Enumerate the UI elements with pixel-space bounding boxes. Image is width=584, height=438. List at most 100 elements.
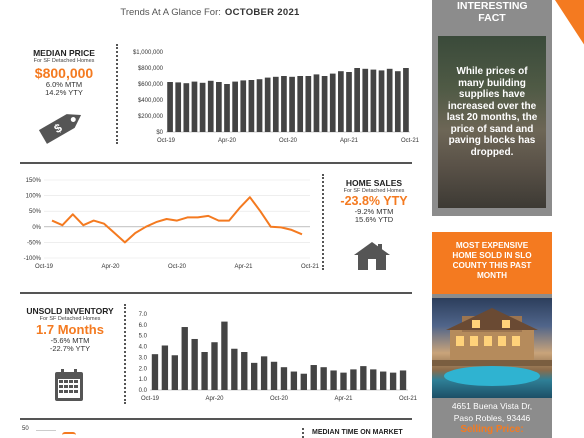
median-price-bar	[199, 82, 206, 132]
home-sales-y-tick-label: 0%	[32, 225, 41, 231]
median-time-title: MEDIAN TIME ON MARKET	[312, 429, 403, 436]
selling-price-label: Selling Price:	[460, 424, 524, 435]
unsold-inventory-bar	[181, 327, 188, 390]
interesting-fact-box: While prices of many building supplies h…	[432, 28, 552, 216]
unsold-inventory-x-tick-label: Apr-21	[334, 396, 353, 402]
price-tag-icon: $	[38, 114, 82, 144]
unsold-inventory-bar	[270, 361, 278, 390]
calendar-icon	[55, 369, 83, 401]
median-price-bar	[297, 76, 304, 132]
median-time-gridline	[36, 430, 56, 431]
unsold-inventory-value: 1.7 Months	[36, 322, 104, 337]
most-expensive-title-text: MOST EXPENSIVE HOME SOLD IN SLO COUNTY T…	[452, 241, 532, 280]
home-sales-y-tick-label: -100%	[24, 256, 42, 262]
unsold-inventory-bar	[300, 373, 307, 390]
unsold-inventory-bar	[320, 367, 327, 390]
median-price-bar	[354, 68, 360, 132]
home-sales-subtitle: For SF Detached Homes	[343, 188, 405, 194]
median-price-y-tick-label: $1,000,000	[133, 50, 164, 56]
unsold-inventory-x-tick-label: Oct-19	[141, 396, 160, 402]
median-price-x-tick-label: Oct-21	[401, 138, 420, 144]
median-price-bar	[175, 82, 182, 132]
median-price-subtitle: For SF Detached Homes	[33, 58, 95, 64]
fact-photo: While prices of many building supplies h…	[438, 36, 546, 208]
median-price-bar	[370, 69, 377, 132]
median-time-line-fragment	[62, 432, 76, 435]
median-price-y-tick-label: $800,000	[138, 66, 164, 72]
home-sales-x-tick-label: Apr-20	[101, 264, 120, 270]
median-price-x-tick-label: Oct-19	[157, 138, 176, 144]
median-price-divider	[116, 44, 118, 144]
unsold-inventory-yty: -22.7% YTY	[49, 344, 91, 353]
unsold-inventory-divider	[124, 304, 126, 404]
unsold-inventory-y-tick-label: 6.0	[139, 323, 148, 329]
unsold-inventory-bar	[241, 352, 248, 390]
median-price-bar	[403, 68, 409, 132]
median-price-bar	[362, 68, 369, 132]
median-price-bar	[346, 72, 352, 132]
median-price-y-tick-label: $0	[156, 130, 163, 136]
median-price-bar	[289, 76, 295, 132]
home-sales-x-tick-label: Oct-20	[168, 264, 187, 270]
median-price-x-tick-label: Oct-20	[279, 138, 298, 144]
median-price-bar	[338, 71, 344, 132]
unsold-inventory-bar	[340, 372, 347, 390]
unsold-inventory-bar	[399, 370, 407, 390]
median-price-bar	[329, 73, 336, 132]
home-sales-y-tick-label: -50%	[27, 240, 42, 246]
home-sales-y-tick-label: 100%	[26, 194, 42, 200]
median-price-x-tick-label: Apr-21	[340, 138, 359, 144]
section-divider-2	[20, 292, 412, 294]
median-price-bar	[272, 76, 279, 132]
address-line-2: Paso Robles, 93446	[453, 413, 531, 423]
most-expensive-address: 4651 Buena Vista Dr, Paso Robles, 93446	[432, 398, 552, 424]
section-divider-3	[20, 418, 412, 420]
unsold-inventory-y-tick-label: 0.0	[139, 388, 148, 394]
home-sales-stat: HOME SALES For SF Detached Homes -23.8% …	[328, 178, 420, 224]
home-sales-divider	[322, 174, 324, 270]
orange-corner-tab	[555, 0, 584, 46]
median-price-title: MEDIAN PRICE	[33, 48, 95, 58]
fact-header: INTERESTING FACT	[432, 0, 552, 28]
median-price-bar	[281, 76, 287, 132]
median-price-bar	[264, 77, 271, 132]
unsold-inventory-bar	[221, 321, 228, 390]
unsold-inventory-bar	[231, 348, 238, 390]
address-line-1: 4651 Buena Vista Dr,	[451, 401, 533, 411]
home-sales-x-tick-label: Oct-19	[35, 264, 54, 270]
unsold-inventory-bar	[389, 372, 397, 390]
median-price-bar	[216, 82, 222, 132]
unsold-inventory-y-tick-label: 2.0	[139, 366, 148, 372]
unsold-inventory-bar	[380, 371, 387, 390]
home-sales-ytd: 15.6% YTD	[354, 215, 394, 224]
median-price-x-tick-label: Apr-20	[218, 138, 237, 144]
median-price-yty: 14.2% YTY	[45, 88, 83, 97]
median-time-divider	[302, 428, 304, 438]
median-price-bar	[394, 71, 401, 132]
house-icon	[354, 242, 390, 270]
unsold-inventory-bar	[370, 369, 377, 390]
house-photo-art	[432, 308, 552, 386]
median-price-mtm: 6.0% MTM	[45, 80, 83, 89]
median-time-axis-top: 50	[22, 426, 29, 432]
unsold-inventory-bar	[360, 366, 367, 390]
home-sales-title: HOME SALES	[345, 178, 403, 188]
unsold-inventory-y-tick-label: 3.0	[139, 355, 148, 361]
section-divider-1	[20, 162, 412, 164]
unsold-inventory-y-tick-label: 5.0	[139, 334, 148, 340]
unsold-inventory-x-tick-label: Oct-20	[270, 396, 289, 402]
median-price-stat: MEDIAN PRICE For SF Detached Homes $800,…	[20, 48, 108, 97]
most-expensive-box: MOST EXPENSIVE HOME SOLD IN SLO COUNTY T…	[432, 232, 552, 438]
home-sales-x-tick-label: Oct-21	[301, 264, 320, 270]
median-price-bar	[167, 82, 173, 132]
unsold-inventory-bar	[161, 345, 169, 390]
home-sales-value: -23.8% YTY	[340, 194, 408, 208]
median-price-bar	[305, 76, 312, 132]
unsold-inventory-bar	[310, 365, 317, 390]
unsold-inventory-bar	[251, 362, 258, 390]
median-price-bar	[248, 80, 255, 132]
median-price-y-tick-label: $200,000	[138, 114, 164, 120]
median-price-bar	[224, 84, 230, 132]
home-sales-x-tick-label: Apr-21	[234, 264, 253, 270]
report-header: Trends At A Glance For: OCTOBER 2021	[0, 0, 420, 26]
